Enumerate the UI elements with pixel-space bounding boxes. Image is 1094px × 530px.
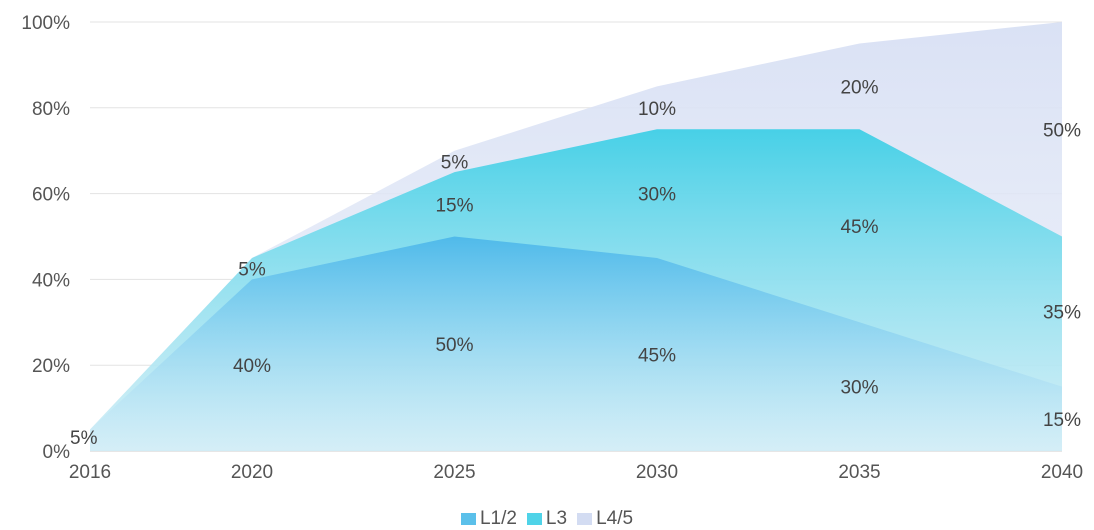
legend-label: L1/2 xyxy=(479,508,517,529)
x-tick-label: 2035 xyxy=(838,462,880,483)
x-tick-label: 2040 xyxy=(1041,462,1083,483)
data-label: 15% xyxy=(435,195,473,216)
y-tick-label: 40% xyxy=(32,270,70,291)
y-tick-label: 0% xyxy=(43,442,71,463)
area-series-0 xyxy=(90,236,1062,451)
y-tick-label: 20% xyxy=(32,356,70,377)
data-label: 30% xyxy=(840,378,878,399)
data-label: 30% xyxy=(638,185,676,206)
y-tick-label: 60% xyxy=(32,185,70,206)
legend-swatch xyxy=(526,513,542,525)
data-label: 10% xyxy=(638,99,676,120)
area-series xyxy=(90,22,1062,451)
y-tick-label: 100% xyxy=(21,13,70,34)
x-tick-label: 2030 xyxy=(636,462,678,483)
legend-item: L4/5 xyxy=(577,508,633,530)
legend-swatch xyxy=(577,513,593,525)
legend: L1/2 L3 L4/5 xyxy=(0,508,1094,530)
data-label: 40% xyxy=(233,356,271,377)
x-tick-label: 2025 xyxy=(433,462,475,483)
legend-item: L3 xyxy=(526,508,568,530)
legend-item: L1/2 xyxy=(460,508,517,530)
data-label: 50% xyxy=(1043,120,1081,141)
data-label: 5% xyxy=(238,260,266,281)
data-label: 5% xyxy=(70,428,98,449)
y-tick-label: 80% xyxy=(32,99,70,120)
x-tick-label: 2016 xyxy=(69,462,111,483)
area-chart: 0% 20% 40% 60% 80% 100% 2016 2020 2025 2030 2035 20… xyxy=(21,13,1083,483)
legend-swatch xyxy=(460,513,476,525)
legend-label: L4/5 xyxy=(596,508,634,529)
data-labels: 5% 40% 50% 45% 30% 15% 5% 15% 30% 45% 35% 5% 10% 20% 5… xyxy=(70,77,1081,449)
axis-labels: 0% 20% 40% 60% 80% 100% 2016 2020 2025 2030 2035 20… xyxy=(21,13,1083,483)
data-label: 15% xyxy=(1043,410,1081,431)
data-label: 20% xyxy=(840,77,878,98)
data-label: 50% xyxy=(435,335,473,356)
data-label: 5% xyxy=(441,152,469,173)
data-label: 45% xyxy=(840,217,878,238)
x-tick-label: 2020 xyxy=(231,462,273,483)
legend-label: L3 xyxy=(545,508,568,529)
data-label: 45% xyxy=(638,345,676,366)
data-label: 35% xyxy=(1043,303,1081,324)
